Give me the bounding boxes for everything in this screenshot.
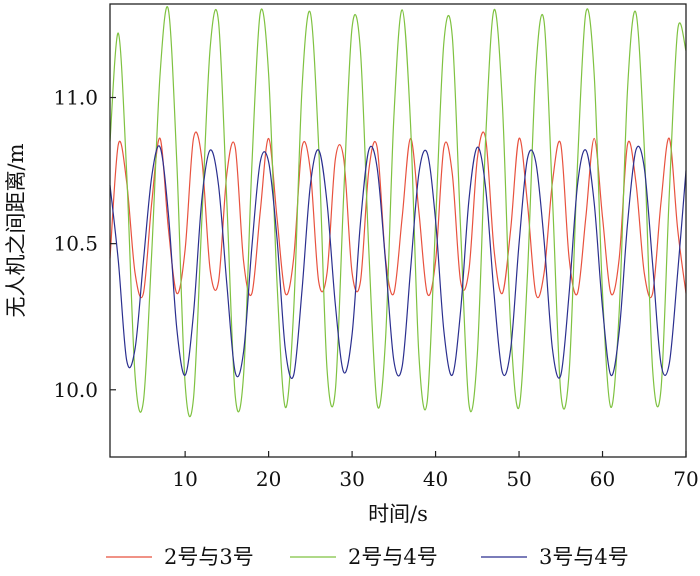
- series-line-2: [109, 6, 687, 418]
- x-tick-label: 60: [590, 467, 615, 491]
- y-tick-label: 11.0: [53, 86, 98, 110]
- x-axis-label: 时间/s: [368, 502, 428, 526]
- x-tick-label: 10: [172, 467, 197, 491]
- x-tick-label: 50: [506, 467, 531, 491]
- x-tick-label: 30: [339, 467, 364, 491]
- y-axis-ticks: 10.0 10.5 11.0: [53, 86, 116, 402]
- x-tick-label: 20: [256, 467, 281, 491]
- series-layer: [109, 6, 687, 418]
- series-line-1: [109, 131, 687, 299]
- legend: 2号与3号 2号与4号 3号与4号: [106, 545, 629, 569]
- x-tick-label: 70: [673, 467, 698, 491]
- plot-frame: [109, 3, 687, 458]
- x-tick-label: 40: [423, 467, 448, 491]
- x-axis-ticks: 10 20 30 40 50 60 70: [172, 451, 699, 491]
- y-axis-label: 无人机之间距离/m: [4, 143, 28, 317]
- y-tick-label: 10.5: [53, 232, 98, 256]
- legend-label-1: 2号与3号: [164, 545, 254, 569]
- legend-label-2: 2号与4号: [348, 545, 438, 569]
- legend-label-3: 3号与4号: [539, 545, 629, 569]
- series-line-3: [109, 145, 687, 379]
- y-tick-label: 10.0: [53, 378, 98, 402]
